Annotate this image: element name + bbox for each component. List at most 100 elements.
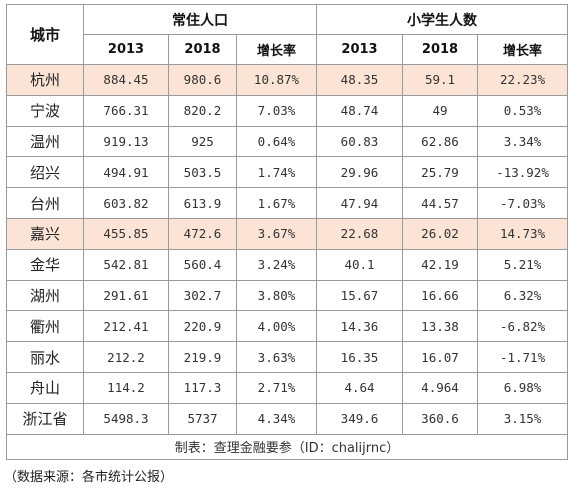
city-column-header: 城市: [6, 4, 84, 65]
students-group-header: 小学生人数: [315, 4, 569, 35]
population-2018-cell: 302.7: [168, 279, 237, 312]
table-row: 金华 542.81 560.4 3.24% 40.1 42.19 5.21%: [6, 248, 569, 281]
population-2018-cell: 472.6: [168, 217, 237, 250]
students-2013-cell: 349.6: [316, 402, 403, 435]
table-row: 宁波 766.31 820.2 7.03% 48.74 49 0.53%: [6, 94, 569, 127]
students-2013-cell: 48.74: [316, 94, 403, 127]
city-cell: 湖州: [6, 279, 84, 312]
table-row: 湖州 291.61 302.7 3.80% 15.67 16.66 6.32%: [6, 279, 569, 312]
students-2013-cell: 48.35: [316, 64, 403, 96]
city-cell: 浙江省: [6, 402, 84, 435]
population-2013-cell: 603.82: [83, 187, 169, 219]
data-table-container: 城市 常住人口 小学生人数 2013 2018 增长率 2013 2018 增长…: [5, 4, 569, 460]
students-2018-cell: 25.79: [402, 156, 478, 189]
students-2013-cell: 47.94: [316, 187, 403, 219]
population-growth-cell: 3.67%: [236, 217, 317, 250]
population-2013-cell: 919.13: [83, 125, 169, 158]
city-cell: 温州: [6, 125, 84, 158]
population-growth-cell: 3.24%: [236, 248, 317, 281]
students-2018-header: 2018: [402, 34, 478, 65]
population-2018-cell: 220.9: [168, 310, 237, 343]
table-row: 台州 603.82 613.9 1.67% 47.94 44.57 -7.03%: [6, 187, 569, 219]
population-2013-cell: 212.41: [83, 310, 169, 343]
population-growth-cell: 1.74%: [236, 156, 317, 189]
students-growth-cell: 5.21%: [476, 248, 569, 281]
population-growth-cell: 3.63%: [236, 341, 317, 373]
students-2013-cell: 14.36: [316, 310, 403, 343]
population-2018-cell: 503.5: [168, 156, 237, 189]
city-cell: 衢州: [6, 310, 84, 343]
table-row: 杭州 884.45 980.6 10.87% 48.35 59.1 22.23%: [6, 64, 569, 96]
header-row-sub: 2013 2018 增长率 2013 2018 增长率: [7, 34, 569, 65]
population-2018-cell: 925: [168, 125, 237, 158]
population-growth-cell: 1.67%: [236, 187, 317, 219]
population-2013-cell: 212.2: [83, 341, 169, 373]
population-2013-cell: 766.31: [83, 94, 169, 127]
students-2013-cell: 40.1: [316, 248, 403, 281]
population-2018-cell: 820.2: [168, 94, 237, 127]
population-growth-cell: 0.64%: [236, 125, 317, 158]
city-cell: 台州: [6, 187, 84, 219]
students-growth-cell: 22.23%: [476, 64, 569, 96]
population-group-header: 常住人口: [83, 4, 317, 35]
population-2018-header: 2018: [168, 34, 237, 65]
population-growth-cell: 10.87%: [236, 64, 317, 96]
city-cell: 宁波: [6, 94, 84, 127]
population-2018-cell: 117.3: [168, 371, 237, 404]
students-2013-cell: 60.83: [316, 125, 403, 158]
population-growth-cell: 7.03%: [236, 94, 317, 127]
students-2013-cell: 22.68: [316, 217, 403, 250]
students-2013-cell: 15.67: [316, 279, 403, 312]
population-growth-cell: 4.00%: [236, 310, 317, 343]
population-2013-cell: 5498.3: [83, 402, 169, 435]
table-row: 浙江省 5498.3 5737 4.34% 349.6 360.6 3.15%: [6, 402, 569, 435]
population-2013-cell: 455.85: [83, 217, 169, 250]
data-source-note: （数据来源：各市统计公报）: [4, 470, 174, 485]
population-2018-cell: 219.9: [168, 341, 237, 373]
population-2018-cell: 980.6: [168, 64, 237, 96]
table-row: 舟山 114.2 117.3 2.71% 4.64 4.964 6.98%: [6, 371, 569, 404]
city-cell: 丽水: [6, 341, 84, 373]
students-growth-cell: 3.15%: [476, 402, 569, 435]
students-2018-cell: 42.19: [402, 248, 478, 281]
students-2018-cell: 26.02: [402, 217, 478, 250]
population-growth-cell: 2.71%: [236, 371, 317, 404]
population-growth-cell: 4.34%: [236, 402, 317, 435]
population-2018-cell: 613.9: [168, 187, 237, 219]
population-growth-header: 增长率: [236, 34, 317, 65]
population-2013-cell: 494.91: [83, 156, 169, 189]
students-2013-cell: 29.96: [316, 156, 403, 189]
population-2013-cell: 291.61: [83, 279, 169, 312]
population-growth-cell: 3.80%: [236, 279, 317, 312]
city-cell: 舟山: [6, 371, 84, 404]
students-2013-cell: 4.64: [316, 371, 403, 404]
students-2018-cell: 62.86: [402, 125, 478, 158]
students-growth-cell: -7.03%: [476, 187, 569, 219]
table-row: 丽水 212.2 219.9 3.63% 16.35 16.07 -1.71%: [6, 341, 569, 373]
students-growth-cell: 14.73%: [476, 217, 569, 250]
table-row: 衢州 212.41 220.9 4.00% 14.36 13.38 -6.82%: [6, 310, 569, 343]
table-credit: 制表：查理金融要参（ID：chalijrnc）: [5, 433, 569, 460]
city-cell: 绍兴: [6, 156, 84, 189]
students-growth-cell: 6.98%: [476, 371, 569, 404]
students-growth-cell: -1.71%: [476, 341, 569, 373]
students-2013-header: 2013: [316, 34, 403, 65]
population-2018-cell: 5737: [168, 402, 237, 435]
city-cell: 杭州: [6, 64, 84, 96]
students-2018-cell: 13.38: [402, 310, 478, 343]
population-2013-cell: 884.45: [83, 64, 169, 96]
city-cell: 金华: [6, 248, 84, 281]
population-2013-header: 2013: [83, 34, 169, 65]
students-2018-cell: 44.57: [402, 187, 478, 219]
students-2018-cell: 360.6: [402, 402, 478, 435]
students-2018-cell: 16.07: [402, 341, 478, 373]
students-growth-cell: -13.92%: [476, 156, 569, 189]
students-2013-cell: 16.35: [316, 341, 403, 373]
students-2018-cell: 16.66: [402, 279, 478, 312]
students-2018-cell: 49: [402, 94, 478, 127]
header-row-groups: 城市 常住人口 小学生人数: [6, 4, 569, 65]
table-row: 绍兴 494.91 503.5 1.74% 29.96 25.79 -13.92%: [6, 156, 569, 189]
table-row: 嘉兴 455.85 472.6 3.67% 22.68 26.02 14.73%: [6, 217, 569, 250]
population-2018-cell: 560.4: [168, 248, 237, 281]
population-2013-cell: 542.81: [83, 248, 169, 281]
